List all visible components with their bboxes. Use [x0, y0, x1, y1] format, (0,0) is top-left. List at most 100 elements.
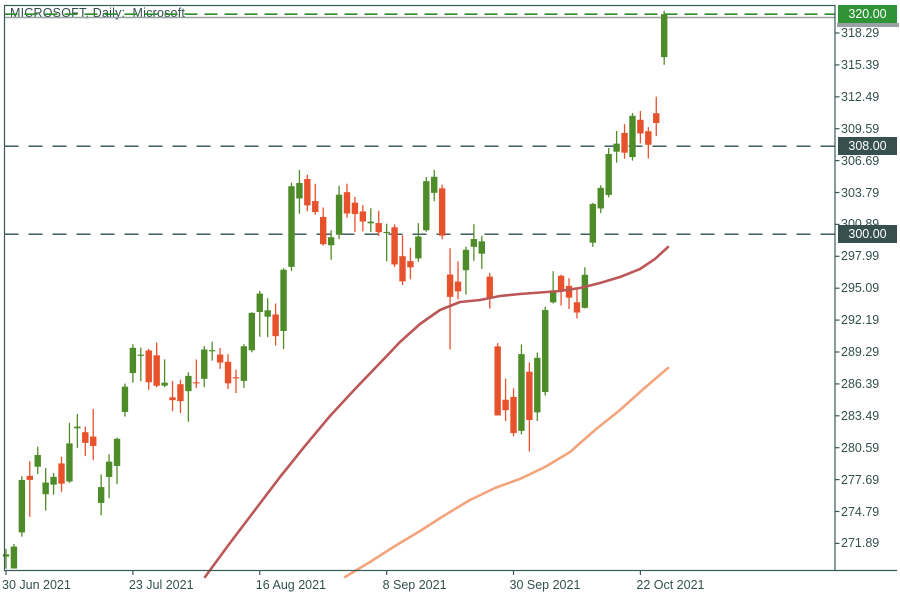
candle [248, 312, 256, 353]
price-axis-label[interactable]: 289.29 [841, 345, 880, 359]
candle [312, 183, 319, 215]
candle [10, 543, 18, 569]
price-axis-label[interactable]: 280.59 [841, 440, 880, 455]
candle [462, 246, 470, 295]
level-308-badge: 308.00 [838, 137, 897, 156]
candle [169, 380, 176, 412]
date-axis-label[interactable]: 8 Sep 2021 [382, 578, 447, 592]
candle [478, 235, 485, 269]
candle [486, 273, 493, 309]
date-axis-label[interactable]: 30 Sep 2021 [509, 578, 581, 592]
date-axis-label[interactable]: 23 Jul 2021 [128, 578, 194, 592]
candle [272, 303, 279, 346]
candle [446, 248, 454, 350]
candle [502, 378, 509, 422]
candle [288, 182, 295, 272]
candle [613, 131, 620, 163]
price-axis-label[interactable]: 277.69 [841, 472, 880, 487]
price-axis-label[interactable]: 286.39 [841, 376, 880, 391]
price-axis-label[interactable]: 309.59 [841, 121, 880, 136]
candle [375, 210, 382, 236]
candle [534, 352, 541, 421]
candle [621, 124, 628, 159]
candle [129, 344, 137, 383]
candle [335, 185, 343, 240]
price-axis-label[interactable]: 318.29 [841, 26, 880, 40]
candle [327, 230, 335, 260]
date-axis-label[interactable]: 16 Aug 2021 [255, 578, 327, 592]
candle [145, 348, 152, 390]
price-axis-label[interactable]: 312.49 [841, 89, 880, 104]
candle [367, 208, 374, 232]
price-axis-label[interactable]: 306.69 [841, 153, 880, 168]
date-axis-label[interactable]: 30 Jun 2021 [2, 578, 71, 592]
price-axis-label[interactable]: 292.19 [841, 313, 880, 328]
candle [391, 224, 398, 267]
candle [185, 372, 192, 422]
candle [494, 343, 501, 416]
candle [193, 359, 200, 389]
candle [549, 271, 557, 304]
candle [415, 223, 422, 262]
candle [280, 268, 287, 350]
level-300-badge: 300.00 [838, 225, 897, 244]
candle [208, 341, 216, 361]
candle [82, 426, 89, 457]
candle [264, 298, 271, 338]
candle [510, 388, 517, 437]
candle [18, 476, 26, 537]
candle [232, 369, 240, 394]
candle [304, 174, 311, 212]
price-axis-label[interactable]: 295.09 [841, 281, 880, 296]
ma-line-red [203, 245, 670, 579]
candle [660, 10, 668, 65]
candle [90, 409, 97, 461]
candle [74, 413, 81, 449]
price-axis-label[interactable]: 297.99 [841, 249, 880, 264]
candle [42, 468, 49, 511]
bid-price-badge: 320.00 [838, 5, 897, 24]
candle [629, 112, 636, 161]
candle [542, 306, 549, 396]
candle [597, 185, 604, 214]
candle [653, 96, 660, 137]
candle [407, 247, 414, 280]
price-axis-label[interactable]: 274.79 [841, 504, 880, 519]
price-axis-label[interactable]: 283.49 [841, 408, 880, 423]
candle [605, 147, 612, 198]
price-axis-label[interactable]: 315.39 [841, 57, 880, 72]
candle [2, 548, 10, 569]
ask-price-marker [837, 22, 899, 27]
candle [645, 127, 652, 159]
candle [320, 207, 327, 246]
candle [201, 346, 208, 388]
candle [216, 347, 224, 369]
candle [383, 223, 390, 262]
candle [240, 344, 248, 388]
candle [526, 362, 533, 452]
candle [589, 202, 597, 247]
candle [97, 474, 105, 516]
candle [153, 342, 160, 388]
candle [26, 461, 33, 517]
price-axis-label[interactable]: 271.89 [841, 536, 880, 551]
candle [343, 183, 351, 218]
date-axis-label[interactable]: 22 Oct 2021 [636, 578, 705, 592]
plot-frame [3, 4, 836, 572]
candle [34, 446, 41, 474]
candle [359, 205, 367, 232]
candle [137, 347, 145, 382]
ma-line-salmon [343, 366, 670, 579]
candle [351, 196, 359, 233]
candle [637, 110, 644, 144]
price-axis-label[interactable]: 303.79 [841, 185, 880, 200]
candle [177, 379, 184, 414]
candle [431, 169, 438, 202]
candle [438, 184, 446, 240]
candle [296, 169, 303, 214]
chart-title: MICROSOFT, Daily: Microsoft [10, 6, 186, 20]
candle [565, 278, 573, 309]
candle [121, 383, 129, 417]
